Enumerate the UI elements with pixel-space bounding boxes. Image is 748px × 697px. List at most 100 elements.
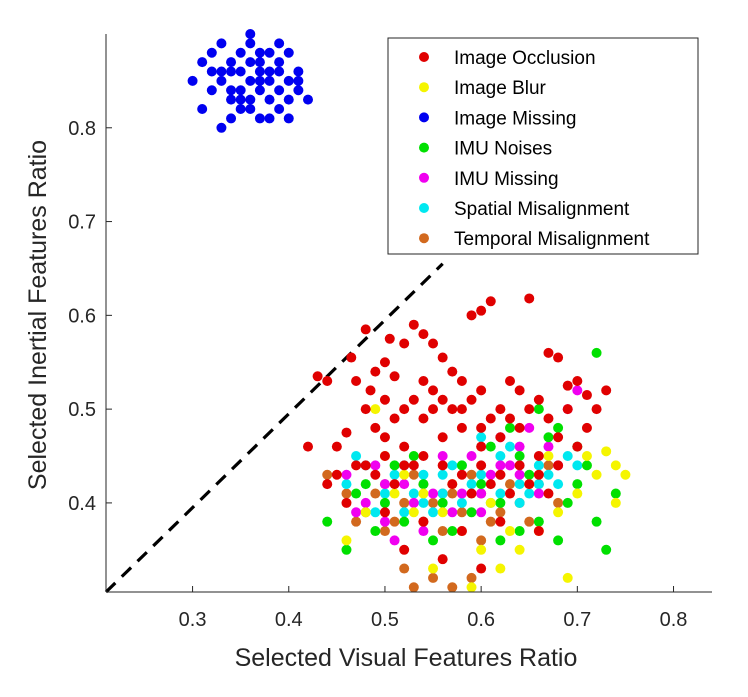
data-point-image-blur (581, 451, 592, 462)
data-point-image-occlusion (418, 451, 429, 462)
data-point-image-missing (235, 94, 246, 105)
data-point-imu-noises (562, 497, 573, 508)
data-point-imu-missing (379, 516, 390, 527)
data-point-imu-missing (524, 422, 535, 433)
data-point-imu-missing (466, 451, 477, 462)
data-point-spatial-misalignment (418, 497, 429, 508)
data-point-image-missing (226, 113, 237, 124)
data-point-image-occlusion (514, 422, 525, 433)
data-point-image-blur (610, 460, 621, 471)
data-point-imu-missing (505, 460, 515, 471)
data-point-imu-missing (514, 469, 525, 480)
legend-marker-image-blur (419, 82, 429, 93)
legend-marker-image-missing (419, 112, 429, 123)
data-point-imu-missing (533, 488, 544, 499)
data-point-image-missing (235, 85, 246, 96)
data-point-image-missing (197, 57, 208, 68)
data-point-image-occlusion (485, 413, 496, 424)
data-point-temporal-misalignment (408, 469, 419, 480)
data-point-image-blur (505, 526, 515, 537)
data-point-temporal-misalignment (466, 469, 477, 480)
data-point-image-occlusion (418, 516, 429, 527)
data-point-imu-missing (399, 479, 410, 490)
legend-items: Image Occlusion Image Blur Image Missing IM… (419, 48, 650, 250)
data-point-image-occlusion (476, 305, 487, 316)
data-point-image-blur (572, 488, 583, 499)
data-point-imu-missing (370, 460, 381, 471)
data-point-image-occlusion (389, 371, 400, 382)
data-point-image-occlusion (379, 507, 390, 518)
data-point-image-occlusion (466, 394, 477, 405)
data-point-image-occlusion (399, 338, 410, 349)
data-point-imu-missing (543, 441, 554, 452)
data-point-image-occlusion (495, 404, 506, 415)
data-point-imu-missing (485, 469, 496, 480)
data-point-image-missing (293, 85, 304, 96)
data-point-temporal-misalignment (447, 582, 458, 593)
data-point-imu-noises (341, 544, 352, 555)
data-point-imu-noises (476, 479, 487, 490)
data-point-image-occlusion (360, 460, 371, 471)
data-point-image-occlusion (543, 488, 554, 499)
data-point-spatial-misalignment (408, 488, 419, 499)
data-point-image-occlusion (533, 394, 544, 405)
data-point-spatial-misalignment (533, 460, 544, 471)
data-point-image-missing (206, 66, 217, 77)
data-point-image-occlusion (533, 526, 544, 537)
data-point-spatial-misalignment (437, 488, 448, 499)
data-point-image-occlusion (351, 375, 362, 386)
data-point-image-occlusion (322, 479, 333, 490)
data-point-image-missing (245, 38, 256, 49)
data-point-spatial-misalignment (524, 488, 535, 499)
data-point-imu-missing (428, 488, 439, 499)
data-point-imu-missing (351, 507, 362, 518)
data-point-imu-noises (553, 422, 564, 433)
data-point-image-occlusion (428, 338, 439, 349)
data-point-imu-missing (495, 460, 506, 471)
data-point-image-missing (254, 85, 265, 96)
data-point-imu-noises (533, 404, 544, 415)
data-point-temporal-misalignment (428, 497, 439, 508)
data-point-spatial-misalignment (379, 488, 390, 499)
data-point-imu-noises (581, 460, 592, 471)
data-point-imu-noises (447, 526, 458, 537)
data-point-imu-missing (408, 497, 419, 508)
series-image-occlusion (303, 293, 612, 574)
data-point-temporal-misalignment (389, 516, 400, 527)
data-point-image-occlusion (418, 413, 429, 424)
data-point-image-occlusion (370, 469, 381, 480)
data-point-temporal-misalignment (322, 469, 333, 480)
data-point-spatial-misalignment (418, 469, 429, 480)
data-point-imu-noises (351, 488, 362, 499)
data-point-image-missing (274, 57, 285, 68)
data-point-spatial-misalignment (514, 497, 525, 508)
data-point-image-blur (428, 563, 439, 574)
data-point-image-occlusion (572, 441, 583, 452)
data-point-temporal-misalignment (505, 479, 515, 490)
data-point-image-blur (620, 469, 631, 480)
y-tick-label: 0.5 (68, 399, 96, 421)
data-point-temporal-misalignment (428, 572, 439, 583)
data-point-temporal-misalignment (379, 526, 390, 537)
data-point-spatial-misalignment (553, 479, 564, 490)
data-point-image-missing (254, 47, 265, 58)
data-point-image-missing (283, 75, 294, 86)
data-point-image-missing (226, 94, 237, 105)
data-point-image-occlusion (466, 310, 477, 321)
data-point-image-blur (591, 469, 602, 480)
data-point-imu-noises (370, 526, 381, 537)
data-point-imu-noises (322, 516, 333, 527)
data-point-imu-noises (408, 451, 419, 462)
data-point-image-occlusion (456, 526, 467, 537)
data-point-spatial-misalignment (495, 488, 506, 499)
data-point-image-missing (274, 66, 285, 77)
data-point-temporal-misalignment (351, 516, 362, 527)
data-point-image-occlusion (379, 451, 390, 462)
legend-label-image-occlusion: Image Occlusion (454, 48, 596, 69)
data-point-imu-noises (514, 451, 525, 462)
data-point-image-occlusion (341, 427, 352, 438)
data-point-spatial-misalignment (476, 432, 487, 443)
data-point-image-occlusion (456, 375, 467, 386)
data-point-image-occlusion (543, 413, 554, 424)
data-point-image-occlusion (437, 554, 448, 565)
